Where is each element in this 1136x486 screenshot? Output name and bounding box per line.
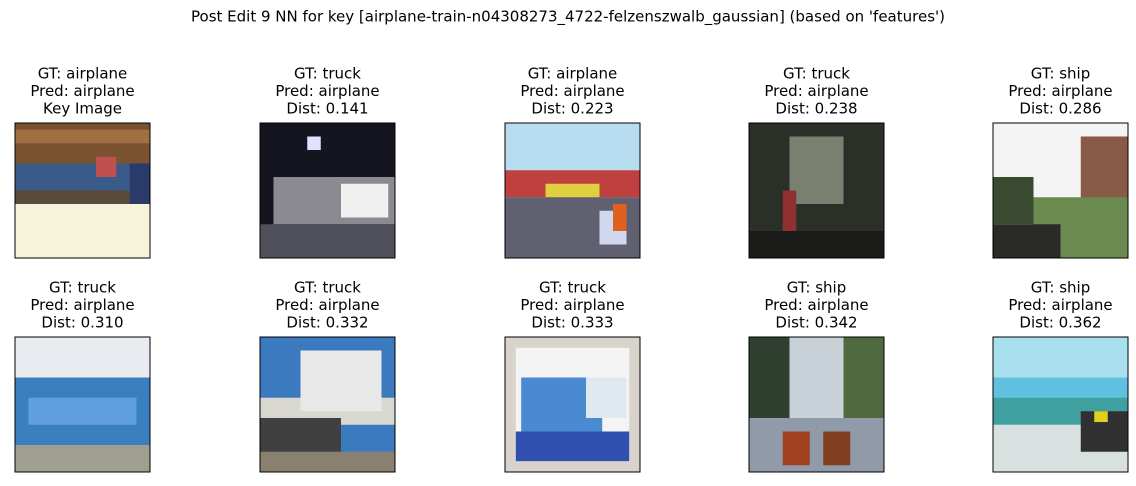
panel-title: GT: truck — [294, 65, 361, 83]
image-frame — [748, 336, 885, 473]
image-region — [129, 163, 150, 204]
panel-title: GT: airplane — [528, 65, 618, 83]
panel-title: Dist: 0.333 — [531, 314, 613, 332]
image-region — [993, 224, 1061, 258]
panel-title: Dist: 0.286 — [1019, 100, 1101, 118]
image-region — [789, 136, 844, 204]
panel-title: Pred: airplane — [1008, 296, 1112, 314]
image-region — [586, 377, 627, 418]
image-frame — [504, 122, 641, 259]
panel-title: GT: ship — [787, 279, 846, 297]
image-region — [15, 129, 150, 144]
panel-title: Pred: airplane — [764, 82, 868, 100]
thumbnail — [992, 336, 1129, 473]
image-region — [260, 224, 395, 258]
image-region — [1080, 136, 1128, 204]
image-region — [749, 337, 790, 432]
image-region — [1094, 411, 1108, 423]
image-region — [613, 204, 627, 231]
panel-title: GT: ship — [1031, 279, 1090, 297]
panel-title: Key Image — [43, 100, 122, 118]
panel-title: Pred: airplane — [30, 82, 134, 100]
panel-title: Dist: 0.310 — [41, 314, 123, 332]
image-region — [782, 431, 810, 466]
panel-title: GT: truck — [539, 279, 606, 297]
image-region — [782, 190, 797, 231]
thumbnail — [259, 336, 396, 473]
image-region — [843, 337, 884, 418]
image-frame — [992, 336, 1129, 473]
image-region — [15, 445, 150, 472]
image-region — [28, 397, 137, 425]
thumbnail — [259, 122, 396, 259]
image-frame — [14, 122, 151, 259]
panel-title: Pred: airplane — [275, 296, 379, 314]
thumbnail — [14, 336, 151, 473]
image-region — [515, 431, 630, 462]
image-region — [993, 177, 1034, 225]
image-region — [15, 190, 150, 204]
thumbnail — [14, 122, 151, 259]
thumbnail — [992, 122, 1129, 259]
panel-title: Dist: 0.141 — [286, 100, 368, 118]
panel-title: Dist: 0.238 — [775, 100, 857, 118]
image-frame — [259, 336, 396, 473]
image-region — [96, 156, 117, 177]
thumbnail — [504, 122, 641, 259]
thumbnail — [748, 336, 885, 473]
image-region — [15, 204, 150, 258]
image-region — [823, 431, 851, 466]
panel-title: Pred: airplane — [520, 82, 624, 100]
panel-title: Pred: airplane — [30, 296, 134, 314]
panel-title: GT: truck — [294, 279, 361, 297]
panel-title: Pred: airplane — [275, 82, 379, 100]
image-frame — [748, 122, 885, 259]
panel-title: Dist: 0.362 — [1019, 314, 1101, 332]
image-region — [341, 183, 389, 218]
panel-title: GT: truck — [783, 65, 850, 83]
thumbnail — [748, 122, 885, 259]
panel-title: Dist: 0.223 — [531, 100, 613, 118]
image-frame — [14, 336, 151, 473]
thumbnail — [504, 336, 641, 473]
panel-title: GT: ship — [1031, 65, 1090, 83]
panel-title: Pred: airplane — [1008, 82, 1112, 100]
panel-title: Dist: 0.342 — [775, 314, 857, 332]
panel-title: GT: airplane — [38, 65, 128, 83]
figure-title: Post Edit 9 NN for key [airplane-train-n… — [191, 8, 945, 27]
panel-title: Pred: airplane — [764, 296, 868, 314]
image-region — [749, 418, 884, 472]
image-frame — [992, 122, 1129, 259]
image-region — [749, 231, 884, 258]
panel-title: Pred: airplane — [520, 296, 624, 314]
image-region — [307, 136, 321, 150]
image-region — [993, 337, 1128, 378]
panel-title: GT: truck — [49, 279, 116, 297]
image-frame — [504, 336, 641, 473]
image-region — [260, 451, 395, 472]
panel-title: Dist: 0.332 — [286, 314, 368, 332]
image-frame — [259, 122, 396, 259]
image-region — [300, 350, 382, 412]
